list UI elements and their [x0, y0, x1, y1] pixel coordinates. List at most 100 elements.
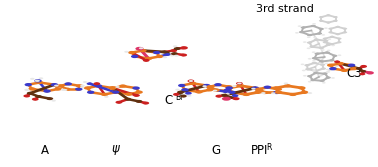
Circle shape: [214, 83, 222, 86]
Circle shape: [236, 82, 243, 85]
Circle shape: [221, 94, 228, 97]
Circle shape: [181, 94, 186, 96]
Circle shape: [51, 83, 58, 86]
Text: G: G: [212, 144, 221, 157]
Circle shape: [195, 90, 203, 94]
Circle shape: [35, 95, 42, 98]
Circle shape: [187, 95, 191, 97]
Circle shape: [312, 62, 317, 64]
Text: 3rd strand: 3rd strand: [256, 4, 314, 14]
Circle shape: [189, 80, 193, 82]
Circle shape: [51, 100, 56, 102]
Circle shape: [289, 93, 297, 96]
Circle shape: [232, 94, 239, 97]
Circle shape: [83, 81, 87, 83]
Text: $\psi$: $\psi$: [111, 143, 121, 157]
Circle shape: [101, 93, 108, 96]
Circle shape: [305, 68, 310, 70]
Circle shape: [226, 93, 230, 95]
Circle shape: [309, 46, 314, 48]
Circle shape: [330, 36, 335, 38]
Circle shape: [76, 84, 84, 88]
Circle shape: [124, 51, 129, 53]
Circle shape: [326, 69, 330, 70]
Circle shape: [189, 82, 197, 85]
Circle shape: [322, 72, 328, 75]
Circle shape: [303, 41, 307, 43]
Circle shape: [336, 26, 340, 28]
Circle shape: [298, 25, 301, 27]
Circle shape: [356, 67, 362, 70]
Circle shape: [359, 73, 366, 75]
Circle shape: [319, 16, 324, 18]
Circle shape: [206, 88, 214, 92]
Circle shape: [177, 91, 184, 94]
Circle shape: [314, 72, 318, 74]
Circle shape: [135, 47, 144, 50]
Circle shape: [327, 38, 331, 40]
Circle shape: [261, 92, 266, 94]
Circle shape: [46, 97, 53, 100]
Circle shape: [274, 88, 282, 91]
Circle shape: [299, 31, 304, 33]
Circle shape: [327, 50, 330, 51]
Circle shape: [233, 97, 240, 100]
Circle shape: [228, 91, 236, 94]
Circle shape: [301, 63, 304, 65]
Circle shape: [223, 90, 229, 93]
Circle shape: [337, 41, 342, 43]
Circle shape: [307, 47, 310, 49]
Circle shape: [225, 85, 232, 88]
Circle shape: [124, 98, 131, 101]
Circle shape: [125, 93, 133, 96]
Circle shape: [87, 82, 93, 85]
Circle shape: [324, 27, 328, 29]
Circle shape: [224, 88, 231, 92]
Circle shape: [308, 92, 312, 94]
Text: C: C: [164, 94, 173, 107]
Circle shape: [63, 88, 71, 91]
Circle shape: [337, 38, 342, 40]
Circle shape: [263, 86, 271, 89]
Circle shape: [187, 79, 194, 82]
Circle shape: [333, 16, 338, 18]
Circle shape: [108, 86, 116, 90]
Circle shape: [311, 25, 316, 27]
Circle shape: [343, 28, 347, 30]
Circle shape: [350, 67, 358, 70]
Circle shape: [80, 86, 84, 88]
Circle shape: [164, 53, 170, 56]
Circle shape: [222, 97, 231, 101]
Circle shape: [312, 23, 316, 25]
Circle shape: [171, 52, 178, 55]
Circle shape: [336, 62, 344, 65]
Circle shape: [295, 32, 299, 34]
Circle shape: [227, 96, 234, 99]
Circle shape: [313, 70, 319, 72]
Circle shape: [317, 32, 322, 35]
Circle shape: [115, 101, 122, 104]
Circle shape: [251, 88, 256, 90]
Circle shape: [112, 91, 119, 94]
Circle shape: [156, 55, 163, 58]
Circle shape: [332, 55, 338, 57]
Circle shape: [153, 51, 160, 54]
Circle shape: [63, 89, 67, 91]
Circle shape: [94, 84, 102, 88]
Circle shape: [323, 40, 328, 42]
Circle shape: [275, 91, 282, 94]
Circle shape: [301, 26, 306, 29]
Circle shape: [331, 77, 335, 79]
Circle shape: [319, 63, 322, 64]
Circle shape: [304, 64, 310, 66]
Circle shape: [312, 57, 317, 59]
Circle shape: [327, 64, 335, 67]
Circle shape: [326, 44, 331, 46]
Circle shape: [326, 22, 331, 24]
Circle shape: [330, 43, 335, 45]
Circle shape: [135, 91, 143, 94]
Circle shape: [271, 92, 276, 94]
Circle shape: [255, 88, 263, 91]
Circle shape: [202, 85, 207, 87]
Circle shape: [180, 46, 188, 49]
